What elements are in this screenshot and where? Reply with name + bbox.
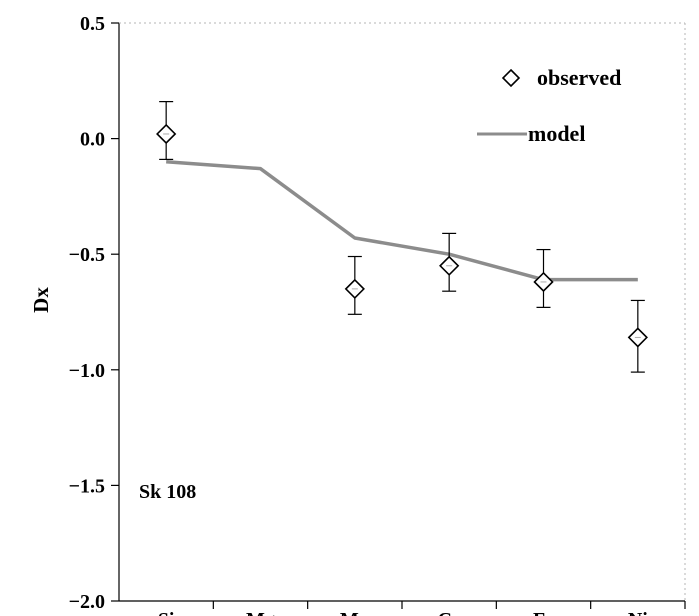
y-tick-label: −1.5	[69, 475, 105, 497]
x-tick-label: Mn	[340, 609, 370, 616]
y-axis-title: Dx	[29, 287, 53, 313]
diamond-icon	[501, 68, 521, 88]
model-line	[166, 159, 638, 282]
observed-point	[439, 232, 460, 292]
x-tick-label: Ni	[628, 609, 648, 616]
x-axis: Si Mg Mn Cr Fe Ni	[158, 601, 686, 616]
y-tick-label: −2.0	[69, 591, 105, 613]
y-axis: 0.5 0.0 −0.5 −1.0 −1.5 −2.0	[69, 13, 119, 613]
x-tick-label: Fe	[533, 609, 554, 616]
y-tick-label: −0.5	[69, 244, 105, 266]
model-series	[166, 159, 638, 282]
sample-annotation: Sk 108	[139, 481, 196, 503]
observed-point	[344, 255, 365, 315]
observed-point	[156, 101, 177, 161]
y-tick-label: 0.5	[80, 13, 105, 35]
y-tick-label: 0.0	[80, 129, 105, 151]
legend-observed-marker	[501, 68, 521, 88]
plot-frame	[118, 22, 686, 602]
observed-point	[627, 299, 648, 373]
legend-observed-label: observed	[537, 65, 621, 90]
x-tick-label: Mg	[246, 609, 275, 616]
observed-series	[156, 101, 648, 373]
x-tick-label: Si	[158, 609, 175, 616]
legend-model-label: model	[528, 121, 585, 146]
legend: observed model	[477, 65, 621, 146]
x-tick-label: Cr	[438, 609, 461, 616]
observed-point	[533, 248, 554, 308]
y-tick-label: −1.0	[69, 360, 105, 382]
